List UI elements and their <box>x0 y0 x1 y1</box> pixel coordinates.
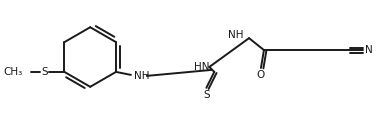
Text: N: N <box>365 45 373 55</box>
Text: S: S <box>41 67 48 77</box>
Text: HN: HN <box>194 62 209 72</box>
Text: O: O <box>257 70 265 80</box>
Text: NH: NH <box>228 30 243 40</box>
Text: NH: NH <box>134 71 149 81</box>
Text: CH₃: CH₃ <box>4 67 23 77</box>
Text: S: S <box>203 90 210 100</box>
